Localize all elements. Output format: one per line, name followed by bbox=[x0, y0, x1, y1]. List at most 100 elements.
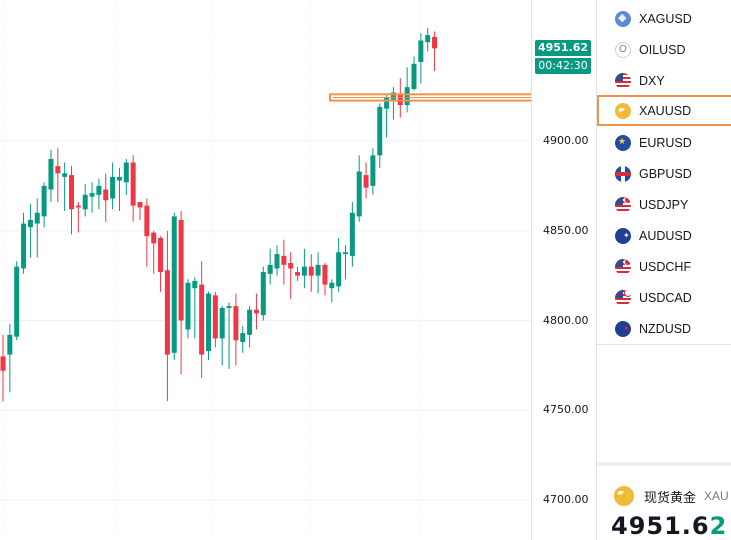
candle-body bbox=[390, 92, 396, 100]
watchlist-item-audusd[interactable]: AUDUSD bbox=[597, 220, 731, 251]
candle-body bbox=[274, 254, 280, 269]
price-scale[interactable]: 4900.00 4850.00 4800.00 4750.00 4700.00 … bbox=[531, 0, 593, 540]
candle-body bbox=[130, 162, 136, 206]
candle-body bbox=[82, 194, 88, 210]
us-flag-icon bbox=[615, 196, 631, 213]
candle-body bbox=[315, 264, 321, 276]
watchlist-symbol: OILUSD bbox=[639, 42, 686, 57]
candle-body bbox=[110, 176, 116, 199]
watchlist-symbol: XAGUSD bbox=[639, 11, 692, 26]
candle-body bbox=[301, 266, 307, 276]
candle-body bbox=[206, 293, 211, 352]
watchlist-item-eurusd[interactable]: EURUSD bbox=[597, 127, 731, 158]
detail-price-main: 4951.6 bbox=[611, 512, 710, 540]
candle-body bbox=[55, 166, 61, 174]
candle-body bbox=[75, 205, 81, 208]
candle-body bbox=[14, 266, 20, 337]
watchlist-item-xauusd[interactable]: XAUUSD bbox=[597, 95, 731, 126]
candle-body bbox=[212, 295, 218, 339]
candle-body bbox=[185, 282, 191, 330]
candle-body bbox=[253, 309, 259, 314]
candle-body bbox=[0, 356, 6, 371]
candle-body bbox=[295, 272, 301, 276]
candle-body bbox=[260, 272, 266, 316]
watchlist-panel: XAGUSD OILUSD DXY XAUUSD EURUSD GBPUSD U… bbox=[596, 0, 731, 540]
watchlist-item-xagusd[interactable]: XAGUSD bbox=[597, 3, 731, 34]
detail-price-last-digit: 2 bbox=[709, 512, 728, 540]
candle-body bbox=[171, 216, 177, 353]
watchlist-symbol: NZDUSD bbox=[639, 321, 692, 336]
watchlist-item-usdcad[interactable]: USDCAD bbox=[597, 282, 731, 313]
candle-body bbox=[411, 63, 417, 89]
watchlist-item-gbpusd[interactable]: GBPUSD bbox=[597, 158, 731, 189]
detail-price: 4951.62 bbox=[611, 512, 727, 540]
candle-body bbox=[96, 185, 102, 195]
price-tick-label: 4800.00 bbox=[543, 314, 589, 327]
candle-body bbox=[192, 281, 198, 289]
candle-body bbox=[219, 307, 225, 339]
candle-body bbox=[370, 155, 376, 186]
watchlist-symbol: USDCHF bbox=[639, 259, 692, 274]
us-flag-icon bbox=[615, 258, 631, 275]
candle-body bbox=[432, 36, 438, 49]
us-flag-icon bbox=[615, 289, 631, 306]
candle-body bbox=[336, 252, 342, 287]
silver-icon bbox=[615, 10, 631, 27]
candle-body bbox=[144, 205, 150, 237]
candle-body bbox=[233, 306, 239, 341]
watchlist-symbol: USDJPY bbox=[639, 197, 689, 212]
detail-header: 现货黄金 XAU bbox=[614, 486, 729, 506]
gb-flag-icon bbox=[615, 165, 631, 182]
candle-body bbox=[322, 264, 328, 285]
candle-body bbox=[41, 185, 47, 217]
candle-body bbox=[116, 176, 122, 181]
candle-body bbox=[34, 212, 40, 224]
price-tick-label: 4850.00 bbox=[543, 224, 589, 237]
candle-body bbox=[69, 175, 74, 210]
watchlist-item-nzdusd[interactable]: NZDUSD bbox=[597, 313, 731, 344]
nz-flag-icon bbox=[615, 320, 631, 337]
watchlist-symbol: GBPUSD bbox=[639, 166, 692, 181]
oil-icon bbox=[615, 41, 631, 58]
candle-body bbox=[7, 334, 13, 355]
candle-body bbox=[178, 219, 184, 321]
candle-body bbox=[329, 282, 335, 289]
candle-body bbox=[89, 193, 95, 197]
candle-body bbox=[226, 306, 232, 308]
candle-body bbox=[158, 237, 164, 273]
candle-body bbox=[418, 40, 424, 63]
sidebar-divider bbox=[597, 344, 731, 345]
eu-flag-icon bbox=[615, 134, 631, 151]
watchlist-symbol: USDCAD bbox=[639, 290, 692, 305]
candle-body bbox=[240, 333, 246, 343]
watchlist-item-oilusd[interactable]: OILUSD bbox=[597, 34, 731, 65]
gold-icon bbox=[615, 102, 631, 119]
watchlist-item-dxy[interactable]: DXY bbox=[597, 65, 731, 96]
chart-area[interactable] bbox=[0, 0, 531, 540]
candle-body bbox=[164, 270, 170, 355]
candle-body bbox=[27, 219, 33, 228]
candlestick-chart[interactable] bbox=[0, 0, 531, 540]
candle-body bbox=[103, 189, 109, 201]
price-tick-label: 4700.00 bbox=[543, 493, 589, 506]
candle-body bbox=[377, 106, 383, 156]
symbol-detail-panel: 现货黄金 XAU 4951.62 bbox=[597, 462, 731, 540]
detail-name: 现货黄金 bbox=[644, 489, 697, 505]
candle-body bbox=[151, 232, 157, 244]
candle-body bbox=[404, 87, 410, 106]
watchlist-symbol: XAUUSD bbox=[639, 103, 692, 118]
candle-body bbox=[343, 252, 348, 255]
bar-countdown-tag: 00:42:30 bbox=[535, 58, 591, 74]
candle-body bbox=[247, 309, 253, 335]
watchlist-symbol: EURUSD bbox=[639, 135, 692, 150]
watchlist-item-usdjpy[interactable]: USDJPY bbox=[597, 189, 731, 220]
watchlist-symbol: AUDUSD bbox=[639, 228, 692, 243]
candle-body bbox=[62, 173, 68, 177]
candle-body bbox=[356, 171, 362, 217]
detail-symbol: XAU bbox=[704, 489, 729, 503]
au-flag-icon bbox=[615, 227, 631, 244]
price-tick-label: 4750.00 bbox=[543, 403, 589, 416]
watchlist-item-usdchf[interactable]: USDCHF bbox=[597, 251, 731, 282]
candle-body bbox=[48, 158, 54, 190]
candle-body bbox=[199, 284, 205, 355]
